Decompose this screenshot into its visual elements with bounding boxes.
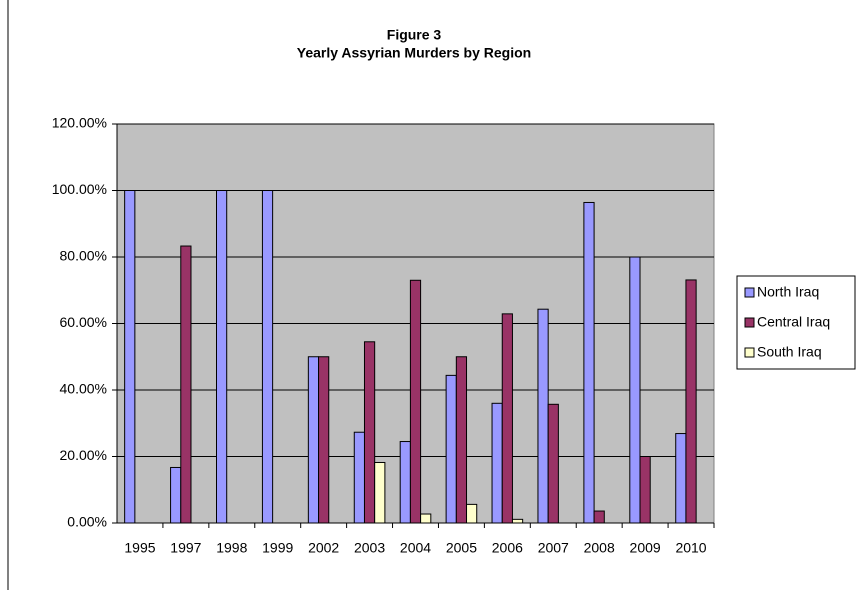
bar [420, 513, 432, 524]
legend-swatch [744, 317, 755, 328]
bar [547, 403, 559, 524]
legend-swatch [744, 287, 755, 298]
bar [675, 433, 687, 524]
bar [639, 456, 651, 524]
x-tick-label: 1995 [124, 540, 155, 556]
legend-label: North Iraq [757, 284, 819, 300]
bar [511, 518, 524, 524]
x-tick-label: 2003 [354, 540, 385, 556]
bar [466, 503, 478, 524]
bar [180, 245, 192, 524]
bar [353, 431, 365, 524]
bar [593, 510, 605, 524]
bar [629, 256, 641, 524]
legend-box [736, 275, 856, 370]
x-tick-label: 2008 [584, 540, 615, 556]
bar [374, 461, 386, 524]
bar [399, 441, 411, 524]
legend-label: South Iraq [757, 344, 822, 360]
x-tick-label: 2002 [308, 540, 339, 556]
x-tick-label: 1998 [216, 540, 247, 556]
legend-swatch [744, 347, 755, 358]
bar [445, 374, 457, 524]
x-tick-label: 2005 [446, 540, 477, 556]
y-tick-label: 60.00% [60, 314, 107, 330]
bar [170, 466, 182, 524]
bar [307, 356, 320, 524]
x-tick-label: 2009 [630, 540, 661, 556]
y-tick-label: 40.00% [60, 381, 107, 397]
x-tick-label: 2010 [675, 540, 706, 556]
x-tick-label: 1999 [262, 540, 293, 556]
bar [501, 313, 513, 524]
bar [583, 201, 595, 524]
bar [318, 356, 330, 524]
bar [216, 190, 228, 524]
bar [537, 308, 549, 524]
y-tick-label: 20.00% [60, 447, 107, 463]
bar [455, 356, 468, 524]
bar [363, 341, 376, 524]
x-tick-label: 2007 [538, 540, 569, 556]
legend-label: Central Iraq [757, 314, 830, 330]
x-tick-label: 1997 [170, 540, 201, 556]
chart-title: Figure 3 [387, 27, 442, 43]
bar [261, 190, 274, 524]
chart-subtitle: Yearly Assyrian Murders by Region [297, 45, 531, 61]
x-tick-label: 2006 [492, 540, 523, 556]
y-tick-label: 0.00% [67, 514, 107, 530]
y-tick-label: 120.00% [52, 115, 107, 131]
bar [124, 190, 136, 524]
x-tick-label: 2004 [400, 540, 431, 556]
bar [491, 402, 503, 524]
bar [685, 279, 697, 524]
y-tick-label: 80.00% [60, 248, 107, 264]
bar [409, 279, 422, 524]
y-tick-label: 100.00% [52, 181, 107, 197]
